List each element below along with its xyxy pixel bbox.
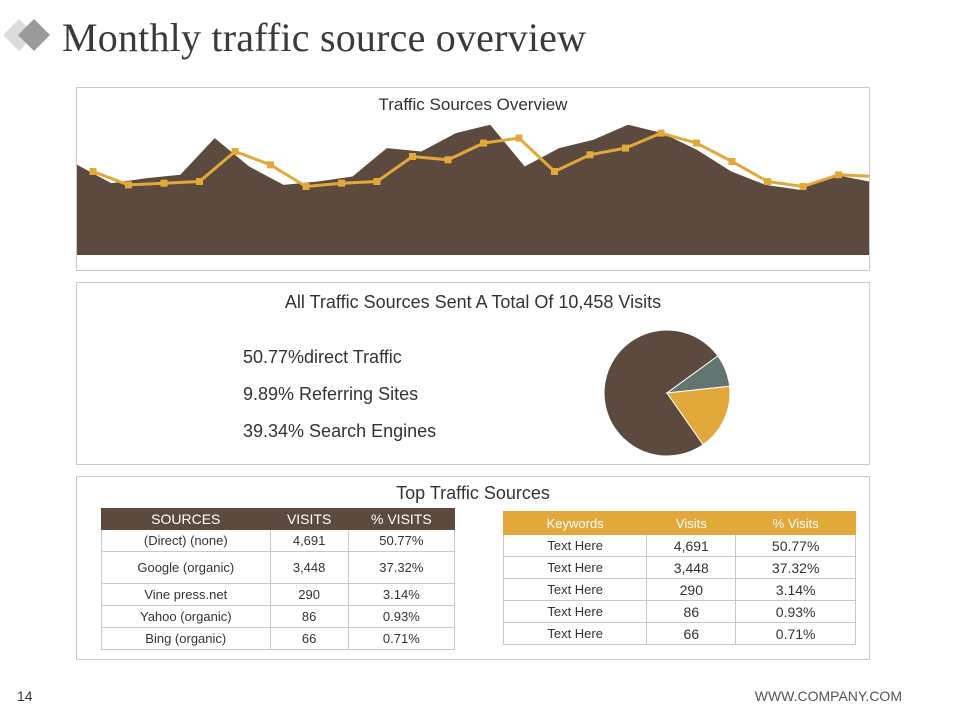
line-point <box>693 139 700 147</box>
pct-cell: 3.14% <box>347 583 456 606</box>
keyword-cell: Text Here <box>502 534 648 557</box>
line-point <box>89 168 97 175</box>
line-point <box>373 178 381 185</box>
line-point <box>480 139 487 147</box>
visits-col-header: VISITS <box>269 508 349 530</box>
line-point <box>409 153 416 160</box>
line-point <box>657 129 665 137</box>
area-chart-title: Traffic Sources Overview <box>378 95 568 114</box>
line-point <box>302 183 310 190</box>
pct-visits-col-header: % VISITS <box>347 508 456 530</box>
table-row: Text Here 4,691 50.77% <box>502 534 856 557</box>
pct-visits-col-header: % Visits <box>735 511 856 535</box>
pct-cell: 37.32% <box>347 551 456 584</box>
pie-chart <box>603 329 731 457</box>
keyword-cell: Text Here <box>502 556 648 579</box>
keyword-cell: Text Here <box>502 622 648 645</box>
table-row: Vine press.net 290 3.14% <box>101 583 456 606</box>
table-row: Text Here 66 0.71% <box>502 622 856 645</box>
legend-direct: 50.77%direct Traffic <box>243 347 402 367</box>
table-row: Yahoo (organic) 86 0.93% <box>101 605 456 628</box>
keywords-col-header: Keywords <box>502 511 648 535</box>
line-point <box>764 178 771 185</box>
pct-cell: 0.93% <box>735 600 856 623</box>
line-point <box>586 151 594 159</box>
pie-slice-search <box>666 385 731 446</box>
keywords-header-row: Keywords Visits % Visits <box>502 511 856 535</box>
visits-cell: 86 <box>646 600 737 623</box>
table-row: Google (organic) 3,448 37.32% <box>101 551 456 584</box>
legend-search: 39.34% Search Engines <box>243 421 437 441</box>
table-row: Text Here 86 0.93% <box>502 600 856 623</box>
traffic-total-panel: All Traffic Sources Sent A Total Of 10,4… <box>76 282 870 465</box>
pct-cell: 50.77% <box>735 534 856 557</box>
pct-cell: 0.71% <box>735 622 856 645</box>
sources-table: SOURCES VISITS % VISITS (Direct) (none) … <box>101 508 456 650</box>
area-series <box>77 124 869 255</box>
pie-slice-direct <box>603 329 719 457</box>
visits-cell: 66 <box>646 622 737 645</box>
footer-url: WWW.COMPANY.COM <box>754 688 902 704</box>
line-point <box>835 171 842 179</box>
visits-cell: 3,448 <box>646 556 737 579</box>
sources-header-row: SOURCES VISITS % VISITS <box>101 508 456 530</box>
pie-chart-title: All Traffic Sources Sent A Total Of 10,4… <box>284 292 662 312</box>
line-point <box>728 158 736 165</box>
visits-cell: 4,691 <box>646 534 737 557</box>
pct-cell: 3.14% <box>735 578 856 601</box>
keyword-cell: Text Here <box>502 578 648 601</box>
source-cell: Yahoo (organic) <box>101 605 271 628</box>
line-series <box>92 131 869 189</box>
keyword-cell: Text Here <box>502 600 648 623</box>
pct-cell: 0.93% <box>347 605 456 628</box>
visits-cell: 290 <box>646 578 737 601</box>
pct-cell: 37.32% <box>735 556 856 579</box>
table-row: Bing (organic) 66 0.71% <box>101 627 456 650</box>
page-title: Monthly traffic source overview <box>62 15 587 60</box>
line-point <box>515 134 523 142</box>
visits-cell: 290 <box>269 583 349 606</box>
line-point <box>125 181 132 189</box>
table-row: Text Here 290 3.14% <box>502 578 856 601</box>
source-cell: (Direct) (none) <box>101 529 271 552</box>
source-cell: Google (organic) <box>101 551 271 584</box>
legend-referring: 9.89% Referring Sites <box>243 384 419 404</box>
line-point <box>196 178 203 185</box>
table-row: Text Here 3,448 37.32% <box>502 556 856 579</box>
pct-cell: 50.77% <box>347 529 456 552</box>
visits-cell: 3,448 <box>269 551 349 584</box>
top-sources-title: Top Traffic Sources <box>396 483 550 503</box>
line-point <box>231 148 239 155</box>
line-point <box>338 179 345 187</box>
line-point <box>267 161 274 169</box>
sources-col-header: SOURCES <box>101 508 271 530</box>
traffic-overview-panel: Traffic Sources Overview <box>76 87 870 271</box>
visits-cell: 86 <box>269 605 349 628</box>
visits-cell: 4,691 <box>269 529 349 552</box>
line-point <box>160 179 168 187</box>
visits-cell: 66 <box>269 627 349 650</box>
page-number: 14 <box>17 688 33 704</box>
keywords-table: Keywords Visits % Visits Text Here 4,691… <box>502 511 856 645</box>
area-chart <box>77 124 869 255</box>
line-point <box>551 168 558 175</box>
source-cell: Vine press.net <box>101 583 271 606</box>
top-sources-panel: Top Traffic Sources SOURCES VISITS % VIS… <box>76 476 870 660</box>
visits-col-header: Visits <box>646 511 737 535</box>
source-cell: Bing (organic) <box>101 627 271 650</box>
line-point <box>444 156 452 164</box>
diamond-logo-icon <box>4 19 50 51</box>
pct-cell: 0.71% <box>347 627 456 650</box>
line-point <box>622 144 629 152</box>
table-row: (Direct) (none) 4,691 50.77% <box>101 529 456 552</box>
line-point <box>799 183 807 190</box>
